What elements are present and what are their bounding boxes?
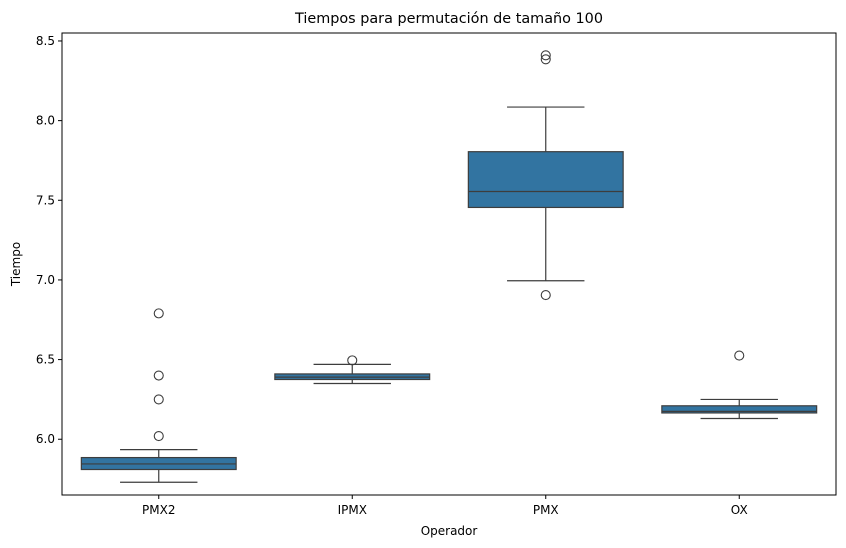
x-tick-label: PMX xyxy=(533,503,559,517)
chart-title: Tiempos para permutación de tamaño 100 xyxy=(294,11,603,27)
outlier-point xyxy=(540,50,551,61)
y-tick-label: 6.5 xyxy=(36,353,55,367)
x-tick-label: OX xyxy=(731,503,748,517)
box-iqr xyxy=(467,151,624,209)
outlier-point xyxy=(153,308,164,319)
plot-frame xyxy=(61,32,837,496)
y-tick-label: 7.5 xyxy=(36,193,55,207)
y-axis-label: Tiempo xyxy=(9,242,23,287)
outlier-point xyxy=(347,355,358,366)
outlier-point xyxy=(734,350,745,361)
y-tick-label: 7.0 xyxy=(36,273,55,287)
outlier-point xyxy=(540,290,551,301)
plot-area: 6.0 6.5 7.0 7.5 8.0 8.5 PMX2 IPMX PMX OX xyxy=(36,34,818,517)
outlier-point xyxy=(153,431,164,442)
outlier-point xyxy=(153,394,164,405)
y-tick-label: 8.5 xyxy=(36,34,55,48)
box-iqr xyxy=(661,405,818,414)
y-tick-label: 6.0 xyxy=(36,432,55,446)
x-tick-label: IPMX xyxy=(338,503,367,517)
x-axis-label: Operador xyxy=(421,524,478,538)
outlier-point xyxy=(540,54,551,65)
outlier-point xyxy=(153,370,164,381)
y-tick-label: 8.0 xyxy=(36,114,55,128)
x-tick-label: PMX2 xyxy=(142,503,175,517)
